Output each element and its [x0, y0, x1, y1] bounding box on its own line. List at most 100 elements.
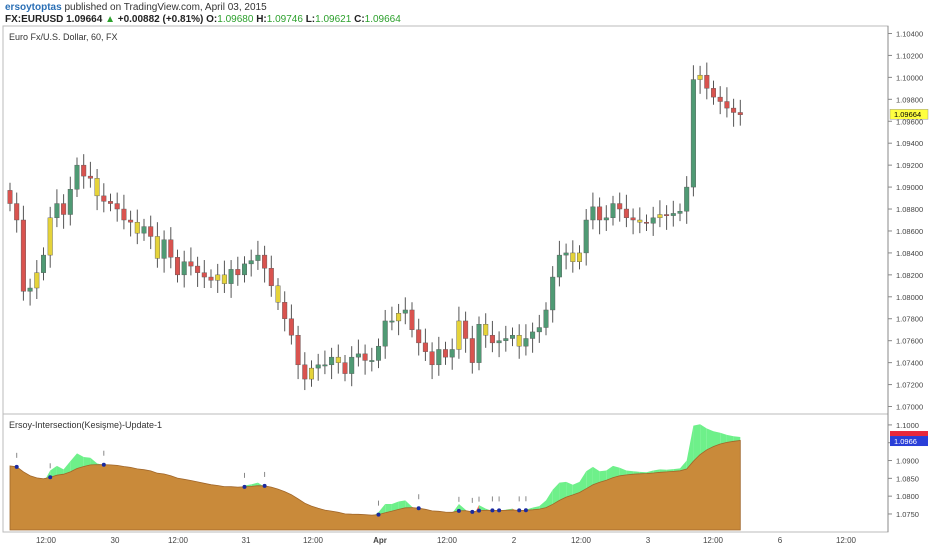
- candle-body: [503, 338, 509, 341]
- candle-body: [597, 206, 603, 221]
- candle-body: [215, 274, 221, 281]
- price-tick-label: 1.08400: [896, 249, 923, 258]
- candle-body: [422, 342, 428, 352]
- candle: [369, 347, 375, 372]
- candle: [503, 325, 509, 352]
- candle-body: [134, 221, 140, 234]
- candle: [288, 304, 294, 345]
- candle: [583, 209, 589, 266]
- candle: [690, 65, 696, 197]
- author-link[interactable]: ersoytoptas: [5, 2, 62, 13]
- candle: [429, 342, 435, 380]
- candle: [335, 344, 341, 374]
- candle: [510, 327, 516, 347]
- cross-fill-above: [566, 481, 573, 498]
- candle: [235, 256, 241, 286]
- candle: [422, 328, 428, 361]
- candle-body: [41, 254, 47, 273]
- candle: [496, 331, 502, 358]
- indicator-area: [9, 440, 741, 531]
- candle-body: [436, 349, 442, 366]
- time-tick-label: 12:00: [303, 536, 324, 545]
- time-tick-label: 30: [111, 536, 120, 545]
- candle: [389, 306, 395, 331]
- candle: [577, 245, 583, 270]
- candle-body: [14, 203, 20, 221]
- candle-body: [543, 309, 549, 328]
- cross-fill-above: [733, 436, 741, 442]
- candle-body: [188, 261, 194, 267]
- cross-fill-above: [579, 471, 587, 493]
- candle: [141, 218, 147, 241]
- candle: [7, 182, 13, 212]
- open-label: O:: [206, 14, 218, 25]
- cross-fill-above: [90, 457, 98, 465]
- candle-body: [81, 164, 87, 177]
- candle-body: [282, 302, 288, 319]
- candle: [469, 325, 475, 374]
- time-tick-label: 12:00: [437, 536, 458, 545]
- candle-body: [20, 219, 26, 292]
- published-text: published on TradingView.com, April 03, …: [64, 2, 267, 13]
- candle-body: [248, 260, 254, 265]
- candle-body: [570, 252, 576, 262]
- price-tick-label: 1.07400: [896, 359, 923, 368]
- candle-body: [704, 74, 710, 89]
- candle: [550, 266, 556, 323]
- cross-fill-above: [700, 424, 707, 455]
- candle-body: [583, 219, 589, 254]
- candle-body: [496, 340, 502, 344]
- candle: [322, 350, 328, 375]
- cross-fill-above: [599, 470, 607, 483]
- candle: [248, 249, 254, 277]
- indicator-title: Ersoy-Intersection(Kesişme)-Update-1: [9, 420, 162, 430]
- candle-body: [556, 254, 562, 278]
- close-value: 1.09664: [364, 14, 401, 25]
- candle-body: [235, 269, 241, 276]
- candle-body: [382, 320, 388, 347]
- candle: [174, 249, 180, 283]
- candle: [556, 240, 562, 287]
- indicator-tag-red: [890, 431, 928, 437]
- price-tick-label: 1.08200: [896, 271, 923, 280]
- cross-marker: [416, 506, 421, 511]
- candle-body: [181, 261, 187, 276]
- candle-body: [644, 221, 650, 224]
- candle-body: [690, 79, 696, 188]
- candle-body: [114, 203, 120, 210]
- candle-body: [121, 208, 127, 221]
- candle-body: [349, 356, 355, 374]
- candle-body: [670, 213, 676, 216]
- indicator-tick-label: 1.1000: [896, 421, 919, 430]
- candle: [677, 203, 683, 222]
- candle-body: [731, 107, 737, 113]
- candle: [523, 324, 529, 356]
- candle-body: [355, 353, 361, 358]
- cross-fill-above: [606, 465, 613, 481]
- cross-fill-above: [559, 481, 567, 501]
- candle: [670, 200, 676, 227]
- candle: [563, 243, 569, 270]
- candle: [617, 192, 623, 222]
- up-arrow-icon: ▲: [105, 14, 115, 25]
- candle-body: [342, 362, 348, 374]
- candle: [483, 313, 489, 348]
- publish-info: ersoytoptas published on TradingView.com…: [5, 2, 267, 13]
- candle-body: [275, 285, 281, 303]
- candle-body: [362, 353, 368, 361]
- cross-marker: [477, 508, 481, 513]
- price-tick-label: 1.10200: [896, 51, 923, 60]
- cross-fill-above: [659, 469, 667, 473]
- candle-body: [603, 217, 609, 221]
- candle: [382, 309, 388, 359]
- candle: [456, 306, 462, 359]
- cross-fill-above: [398, 500, 406, 510]
- candle: [315, 353, 321, 381]
- candle-body: [650, 217, 656, 224]
- candle-body: [523, 338, 529, 347]
- candle-body: [536, 327, 542, 333]
- candle: [570, 240, 576, 273]
- candle: [61, 194, 67, 229]
- candle-body: [610, 203, 616, 219]
